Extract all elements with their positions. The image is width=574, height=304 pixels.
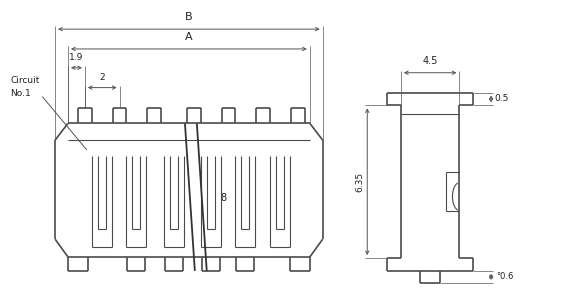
Text: A: A — [185, 32, 193, 42]
Text: B: B — [185, 12, 193, 22]
Text: 6.35: 6.35 — [355, 172, 364, 192]
Text: 4.5: 4.5 — [422, 56, 438, 66]
Text: Circuit: Circuit — [10, 76, 40, 85]
Text: 2: 2 — [99, 73, 105, 82]
Text: °0.6: °0.6 — [496, 272, 514, 281]
Text: No.1: No.1 — [10, 89, 32, 98]
Text: 0.5: 0.5 — [494, 95, 509, 103]
Text: 1.9: 1.9 — [69, 53, 84, 62]
Text: 8: 8 — [220, 192, 227, 202]
